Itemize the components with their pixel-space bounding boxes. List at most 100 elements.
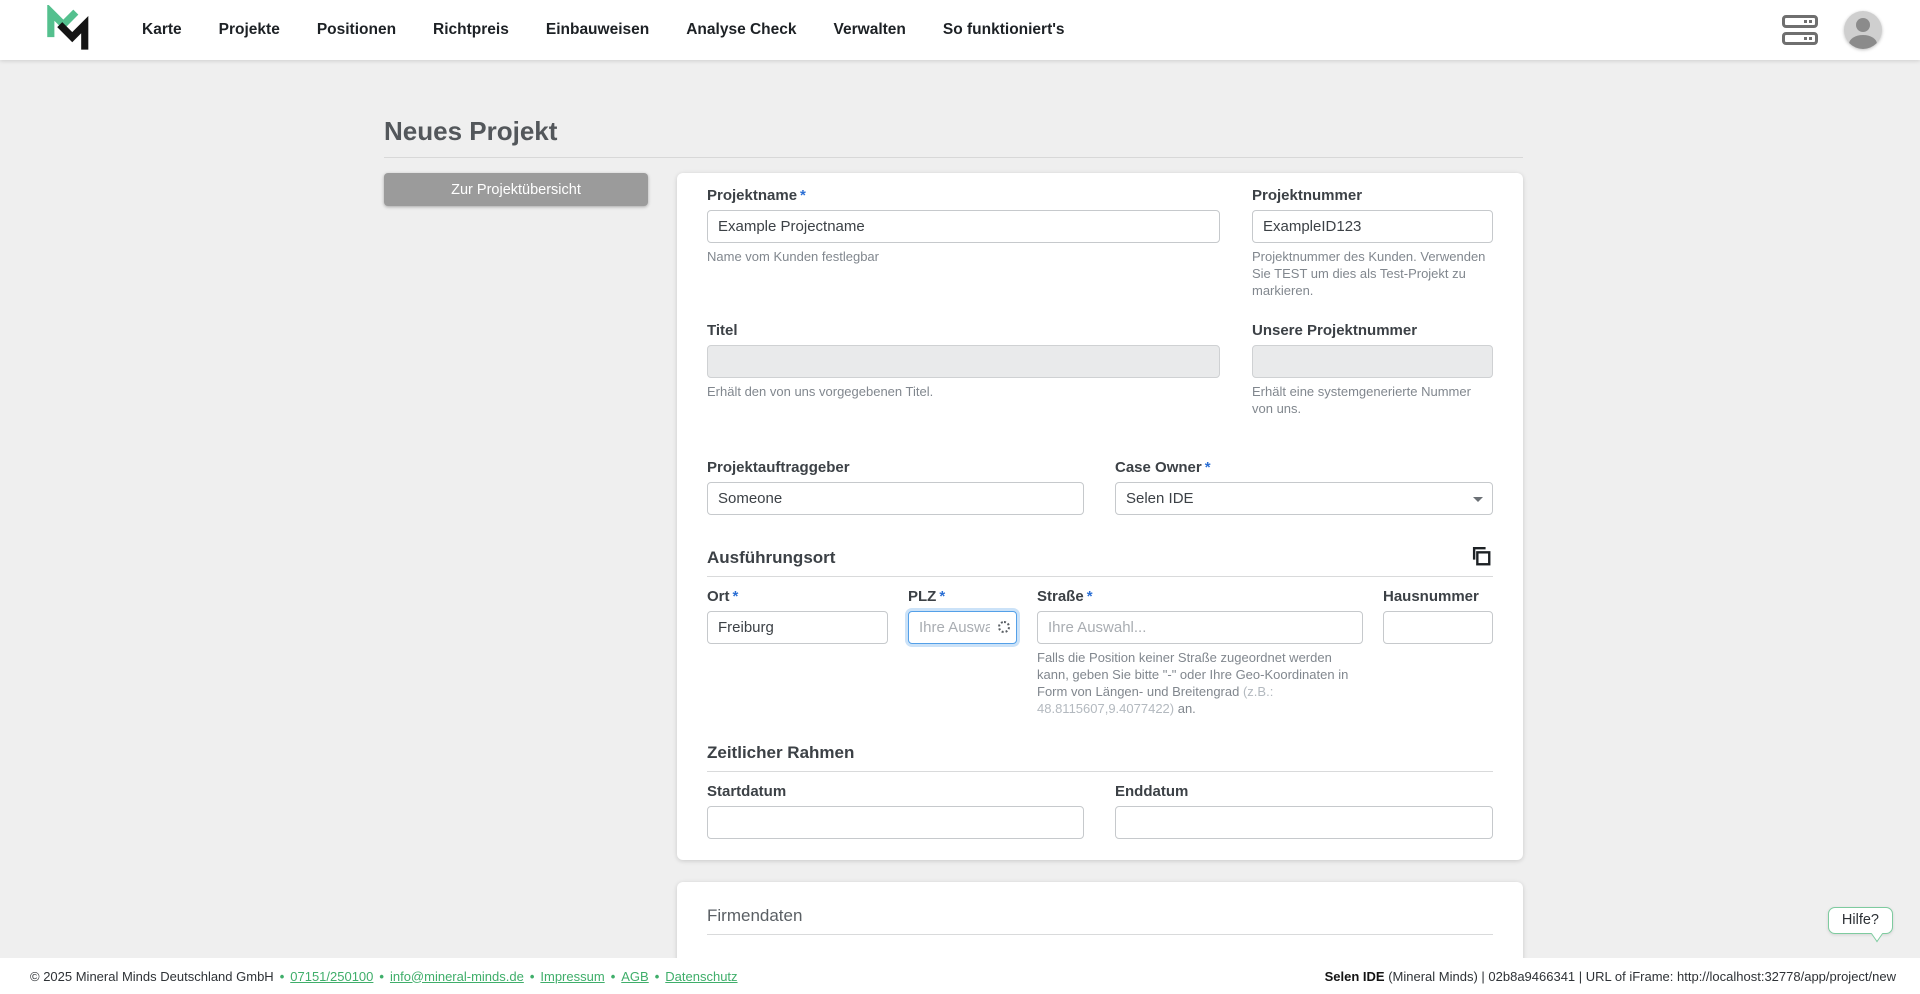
unsere-projektnummer-input: [1252, 345, 1493, 378]
titel-input: [707, 345, 1220, 378]
projektname-hint: Name vom Kunden festlegbar: [707, 249, 879, 264]
copy-button[interactable]: [1469, 544, 1493, 568]
user-avatar[interactable]: [1844, 11, 1882, 49]
chevron-down-icon: [1473, 497, 1483, 502]
main-menu: Karte Projekte Positionen Richtpreis Ein…: [142, 21, 1065, 39]
title-divider: [384, 157, 1523, 158]
section-zeitlicher-rahmen: Zeitlicher Rahmen: [707, 743, 1493, 772]
page-title: Neues Projekt: [384, 116, 558, 146]
session-user: Selen IDE: [1324, 968, 1385, 984]
nav-item-karte[interactable]: Karte: [142, 21, 182, 38]
avatar-body-icon: [1849, 35, 1877, 49]
zeitlicher-rahmen-heading: Zeitlicher Rahmen: [707, 743, 855, 762]
section-ausfuehrungsort: Ausführungsort: [707, 544, 1493, 577]
field-unsere-projektnummer: Unsere Projektnummer Erhält eine systemg…: [1252, 322, 1493, 417]
projektname-input[interactable]: [707, 210, 1220, 243]
firmendaten-card: Firmendaten: [677, 882, 1523, 958]
help-button-label: Hilfe?: [1841, 912, 1879, 928]
required-asterisk: *: [800, 187, 806, 204]
server-icon-row: [1782, 15, 1818, 28]
back-to-project-overview-button[interactable]: Zur Projektübersicht: [384, 173, 648, 206]
required-asterisk: *: [1204, 459, 1211, 476]
field-titel: Titel Erhält den von uns vorgegebenen Ti…: [707, 322, 1220, 400]
footer: © 2025 Mineral Minds Deutschland GmbH • …: [0, 958, 1920, 994]
separator: •: [379, 968, 384, 984]
projektnummer-input[interactable]: [1252, 210, 1493, 243]
datenschutz-link[interactable]: Datenschutz: [665, 968, 738, 984]
separator: •: [279, 968, 285, 984]
server-icon[interactable]: [1782, 15, 1818, 45]
case-owner-selected-value: Selen IDE: [1126, 490, 1194, 507]
required-asterisk: *: [732, 588, 739, 605]
nav-item-richtpreis[interactable]: Richtpreis: [433, 21, 509, 38]
required-asterisk: *: [1086, 588, 1093, 605]
agb-link[interactable]: AGB: [621, 968, 649, 984]
content-column: Neues Projekt Zur Projektübersicht Proje…: [384, 60, 1523, 958]
mineral-minds-logo-icon: [47, 5, 89, 50]
projektauftraggeber-label: Projektauftraggeber: [707, 459, 850, 476]
strasse-input[interactable]: [1037, 611, 1363, 644]
impressum-link[interactable]: Impressum: [540, 968, 605, 984]
plz-label: PLZ *: [908, 588, 946, 605]
case-owner-select[interactable]: Selen IDE: [1115, 482, 1493, 515]
nav-item-projekte[interactable]: Projekte: [218, 21, 280, 38]
separator: •: [610, 968, 616, 984]
startdatum-label: Startdatum: [707, 783, 787, 800]
unsere-projektnummer-hint: Erhält eine systemgenerierte Nummer von …: [1252, 384, 1471, 416]
nav-item-positionen[interactable]: Positionen: [316, 21, 397, 38]
field-case-owner: Case Owner * Selen IDE: [1115, 459, 1493, 515]
server-icon-row: [1782, 32, 1818, 45]
field-strasse: Straße* Falls die Position keiner Straße…: [1037, 588, 1363, 717]
projektauftraggeber-input[interactable]: [707, 482, 1084, 515]
field-startdatum: Startdatum: [707, 783, 1084, 839]
help-button[interactable]: Hilfe?: [1827, 907, 1893, 943]
hausnummer-input[interactable]: [1383, 611, 1493, 644]
nav-item-so-funktionierts[interactable]: So funktioniert's: [942, 21, 1065, 38]
enddatum-input[interactable]: [1115, 806, 1493, 839]
field-projektname: Projektname* Name vom Kunden festlegbar: [707, 187, 1220, 265]
field-hausnummer: Hausnummer: [1383, 588, 1493, 644]
main-area: Neues Projekt Zur Projektübersicht Proje…: [0, 60, 1920, 958]
field-ort: Ort *: [707, 588, 888, 644]
top-navigation: Karte Projekte Positionen Richtpreis Ein…: [0, 0, 1920, 60]
projektnummer-label: Projektnummer: [1252, 187, 1363, 204]
section-firmendaten: Firmendaten: [707, 906, 1493, 935]
email-link[interactable]: info@mineral-minds.de: [389, 968, 524, 984]
project-form-card: Projektname* Name vom Kunden festlegbar …: [677, 173, 1523, 860]
copyright-text: © 2025 Mineral Minds Deutschland GmbH: [30, 968, 274, 984]
nav-item-verwalten[interactable]: Verwalten: [833, 21, 906, 38]
phone-link[interactable]: 07151/250100: [290, 968, 374, 984]
projektname-label: Projektname *: [707, 187, 806, 204]
startdatum-input[interactable]: [707, 806, 1084, 839]
unsere-projektnummer-label: Unsere Projektnummer: [1252, 322, 1418, 339]
strasse-label: Straße *: [1037, 588, 1093, 605]
ausfuehrungsort-heading: Ausführungsort: [707, 548, 836, 567]
ort-input[interactable]: [707, 611, 888, 644]
case-owner-label: Case Owner *: [1115, 459, 1211, 476]
loading-spinner-icon: [998, 621, 1010, 633]
field-projektauftraggeber: Projektauftraggeber: [707, 459, 1084, 515]
firmendaten-heading: Firmendaten: [707, 906, 803, 925]
separator: •: [654, 968, 660, 984]
copy-icon: [1472, 547, 1491, 566]
titel-hint: Erhält den von uns vorgegebenen Titel.: [707, 384, 934, 399]
separator: •: [529, 968, 535, 984]
strasse-hint: Falls die Position keiner Straße zugeord…: [1037, 650, 1349, 716]
required-asterisk: *: [939, 588, 946, 605]
field-projektnummer: Projektnummer Projektnummer des Kunden. …: [1252, 187, 1493, 299]
hausnummer-label: Hausnummer: [1383, 588, 1479, 605]
ort-label: Ort *: [707, 588, 739, 605]
nav-item-analyse-check[interactable]: Analyse Check: [686, 21, 797, 38]
left-column: Zur Projektübersicht: [384, 173, 648, 206]
field-enddatum: Enddatum: [1115, 783, 1493, 839]
footer-legal: © 2025 Mineral Minds Deutschland GmbH • …: [30, 969, 738, 984]
enddatum-label: Enddatum: [1115, 783, 1189, 800]
avatar-head-icon: [1856, 18, 1870, 32]
titel-label: Titel: [707, 322, 738, 339]
brand-logo[interactable]: [40, 4, 92, 56]
field-plz: PLZ *: [908, 588, 1017, 644]
nav-item-einbauweisen[interactable]: Einbauweisen: [545, 21, 650, 38]
session-status-text: Selen IDE (Mineral Minds) | 02b8a9466341…: [1324, 968, 1896, 984]
projektnummer-hint: Projektnummer des Kunden. Verwenden Sie …: [1252, 249, 1486, 298]
nav-right-icons: [1782, 11, 1882, 49]
